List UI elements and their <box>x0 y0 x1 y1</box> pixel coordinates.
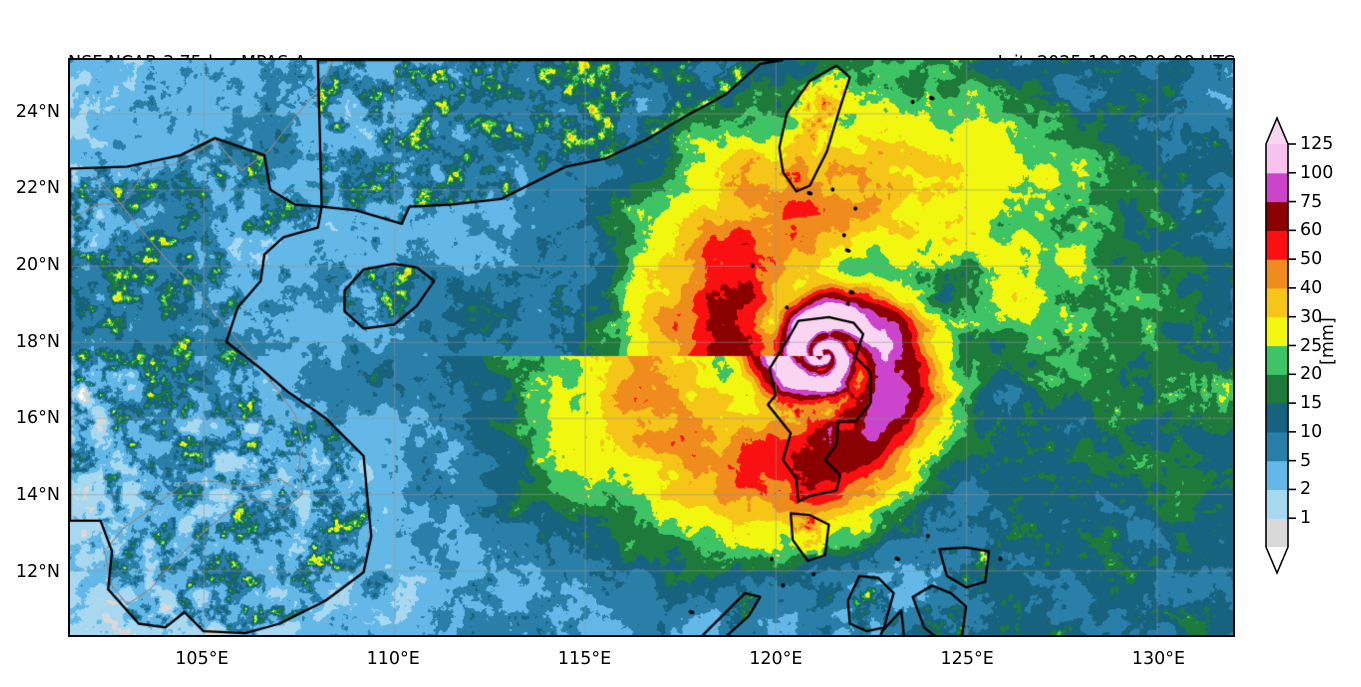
longitude-tick-label: 120°E <box>749 649 803 669</box>
colorbar-unit-label: [mm] <box>1318 317 1338 365</box>
colorbar-tick-label: 40 <box>1300 277 1323 298</box>
longitude-tick-label: 105°E <box>175 649 229 669</box>
colorbar-tick-label: 25 <box>1300 335 1323 356</box>
colorbar-gradient <box>1265 115 1296 576</box>
colorbar-tick-label: 15 <box>1300 393 1323 414</box>
latitude-tick-label: 22°N <box>15 178 60 199</box>
latitude-tick-label: 12°N <box>15 561 60 582</box>
map-plot-area <box>68 58 1235 637</box>
latitude-tick-label: 18°N <box>15 331 60 352</box>
colorbar-tick-label: 60 <box>1300 220 1323 241</box>
colorbar-tick-label: 75 <box>1300 191 1323 212</box>
colorbar-tick-label: 2 <box>1300 479 1312 500</box>
colorbar-tick-label: 20 <box>1300 364 1323 385</box>
longitude-tick-label: 130°E <box>1131 649 1186 669</box>
colorbar-tick-label: 30 <box>1300 306 1323 327</box>
latitude-tick-label: 20°N <box>15 255 60 276</box>
colorbar-tick-label: 1 <box>1300 508 1312 529</box>
latitude-tick-label: 16°N <box>15 408 60 429</box>
colorbar-tick-label: 100 <box>1300 162 1334 183</box>
colorbar-tick-label: 50 <box>1300 249 1323 270</box>
colorbar-tick-label: 125 <box>1300 134 1334 154</box>
longitude-tick-label: 115°E <box>557 649 612 669</box>
latitude-tick-label: 14°N <box>15 485 60 506</box>
precipitation-map-canvas <box>70 60 1233 635</box>
longitude-tick-label: 125°E <box>940 649 994 669</box>
latitude-tick-label: 24°N <box>15 101 60 122</box>
colorbar <box>1265 115 1296 576</box>
colorbar-tick-label: 5 <box>1300 450 1312 471</box>
colorbar-tick-label: 10 <box>1300 421 1323 442</box>
longitude-tick-label: 110°E <box>366 649 420 669</box>
